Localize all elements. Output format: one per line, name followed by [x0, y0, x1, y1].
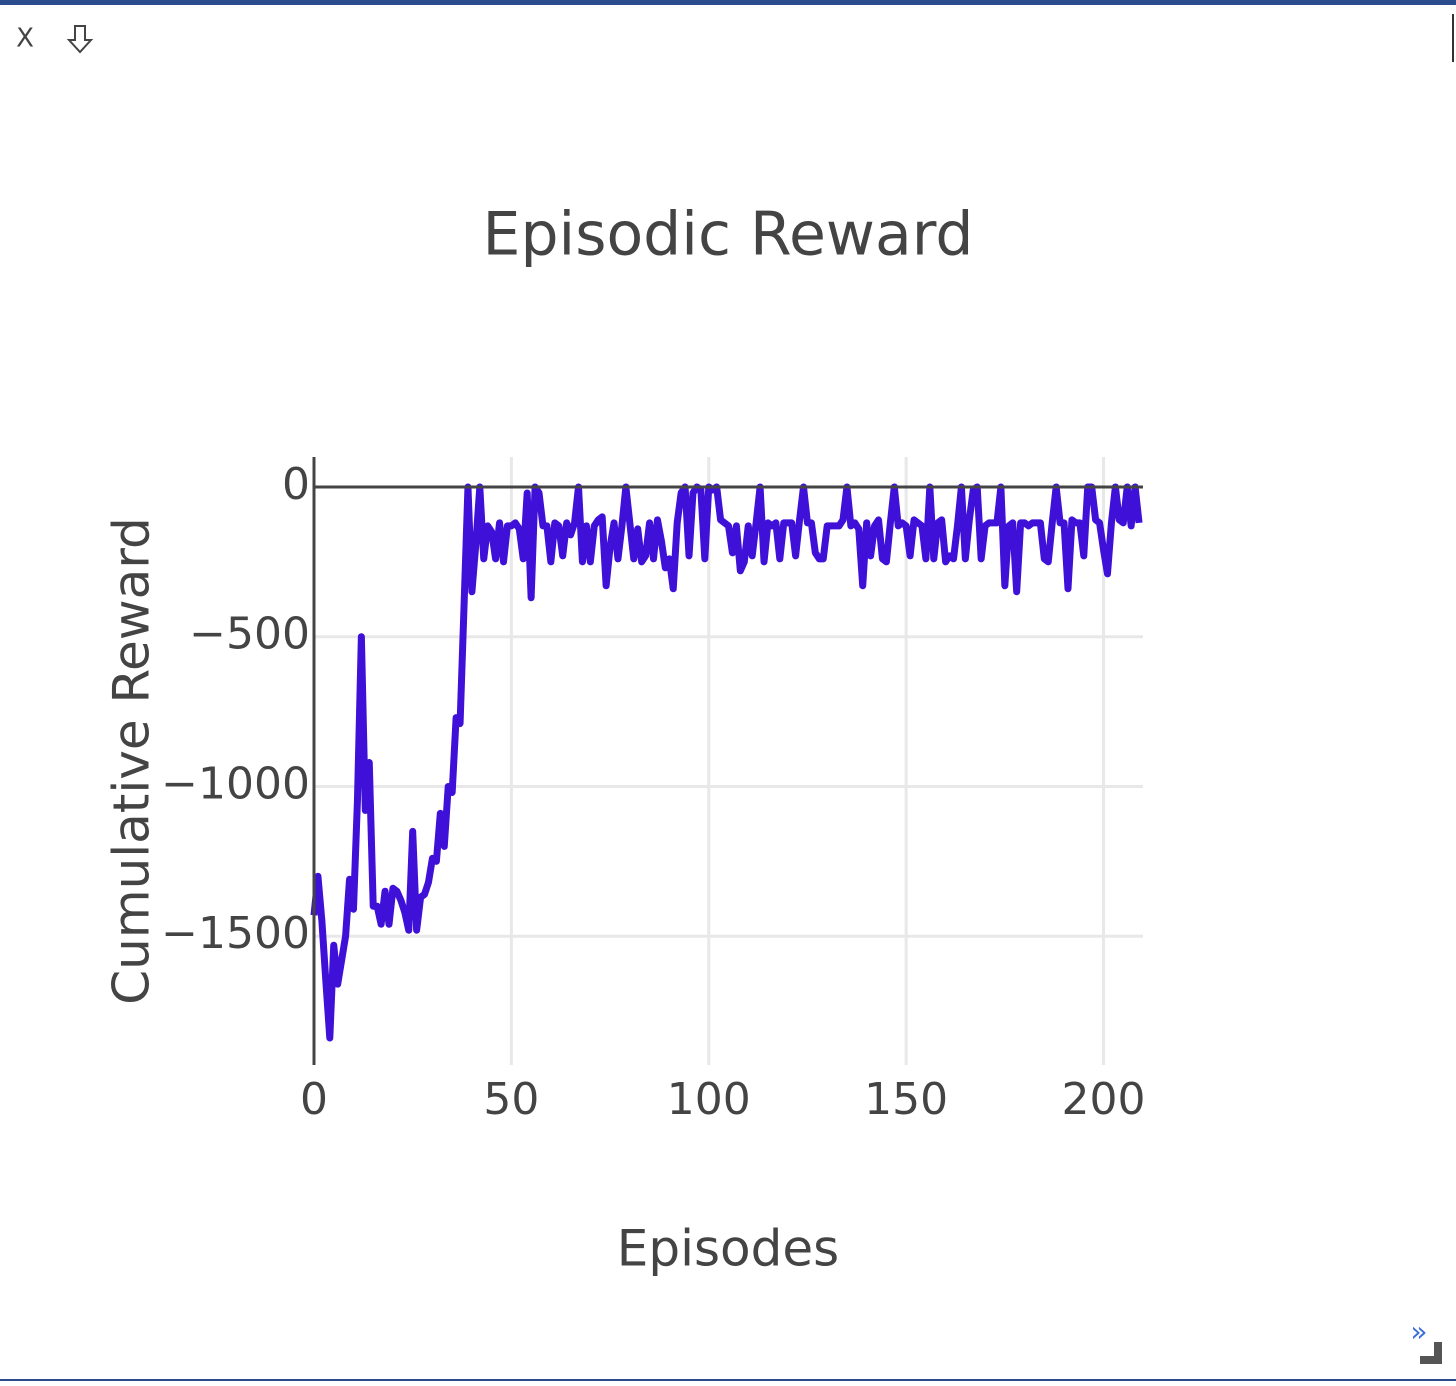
x-tick-label: 100: [667, 1074, 751, 1125]
x-tick-label: 50: [483, 1074, 539, 1125]
close-button[interactable]: X: [16, 24, 34, 54]
y-tick-label: 0: [282, 459, 310, 510]
chart-title: Episodic Reward: [483, 200, 974, 270]
expand-button[interactable]: »: [1410, 1315, 1427, 1348]
download-button[interactable]: [66, 25, 94, 54]
y-axis-label: Cumulative Reward: [103, 517, 161, 1004]
x-tick-label: 0: [300, 1074, 328, 1125]
y-tick-label: −1500: [161, 908, 310, 959]
y-tick-label: −500: [189, 609, 310, 660]
y-tick-label: −1000: [161, 758, 310, 809]
resize-handle[interactable]: [1420, 1342, 1442, 1364]
x-tick-label: 150: [864, 1074, 948, 1125]
x-axis-label: Episodes: [617, 1220, 839, 1278]
reward-line: [310, 483, 1143, 1042]
x-tick-label: 200: [1062, 1074, 1146, 1125]
top-border: [0, 0, 1456, 5]
